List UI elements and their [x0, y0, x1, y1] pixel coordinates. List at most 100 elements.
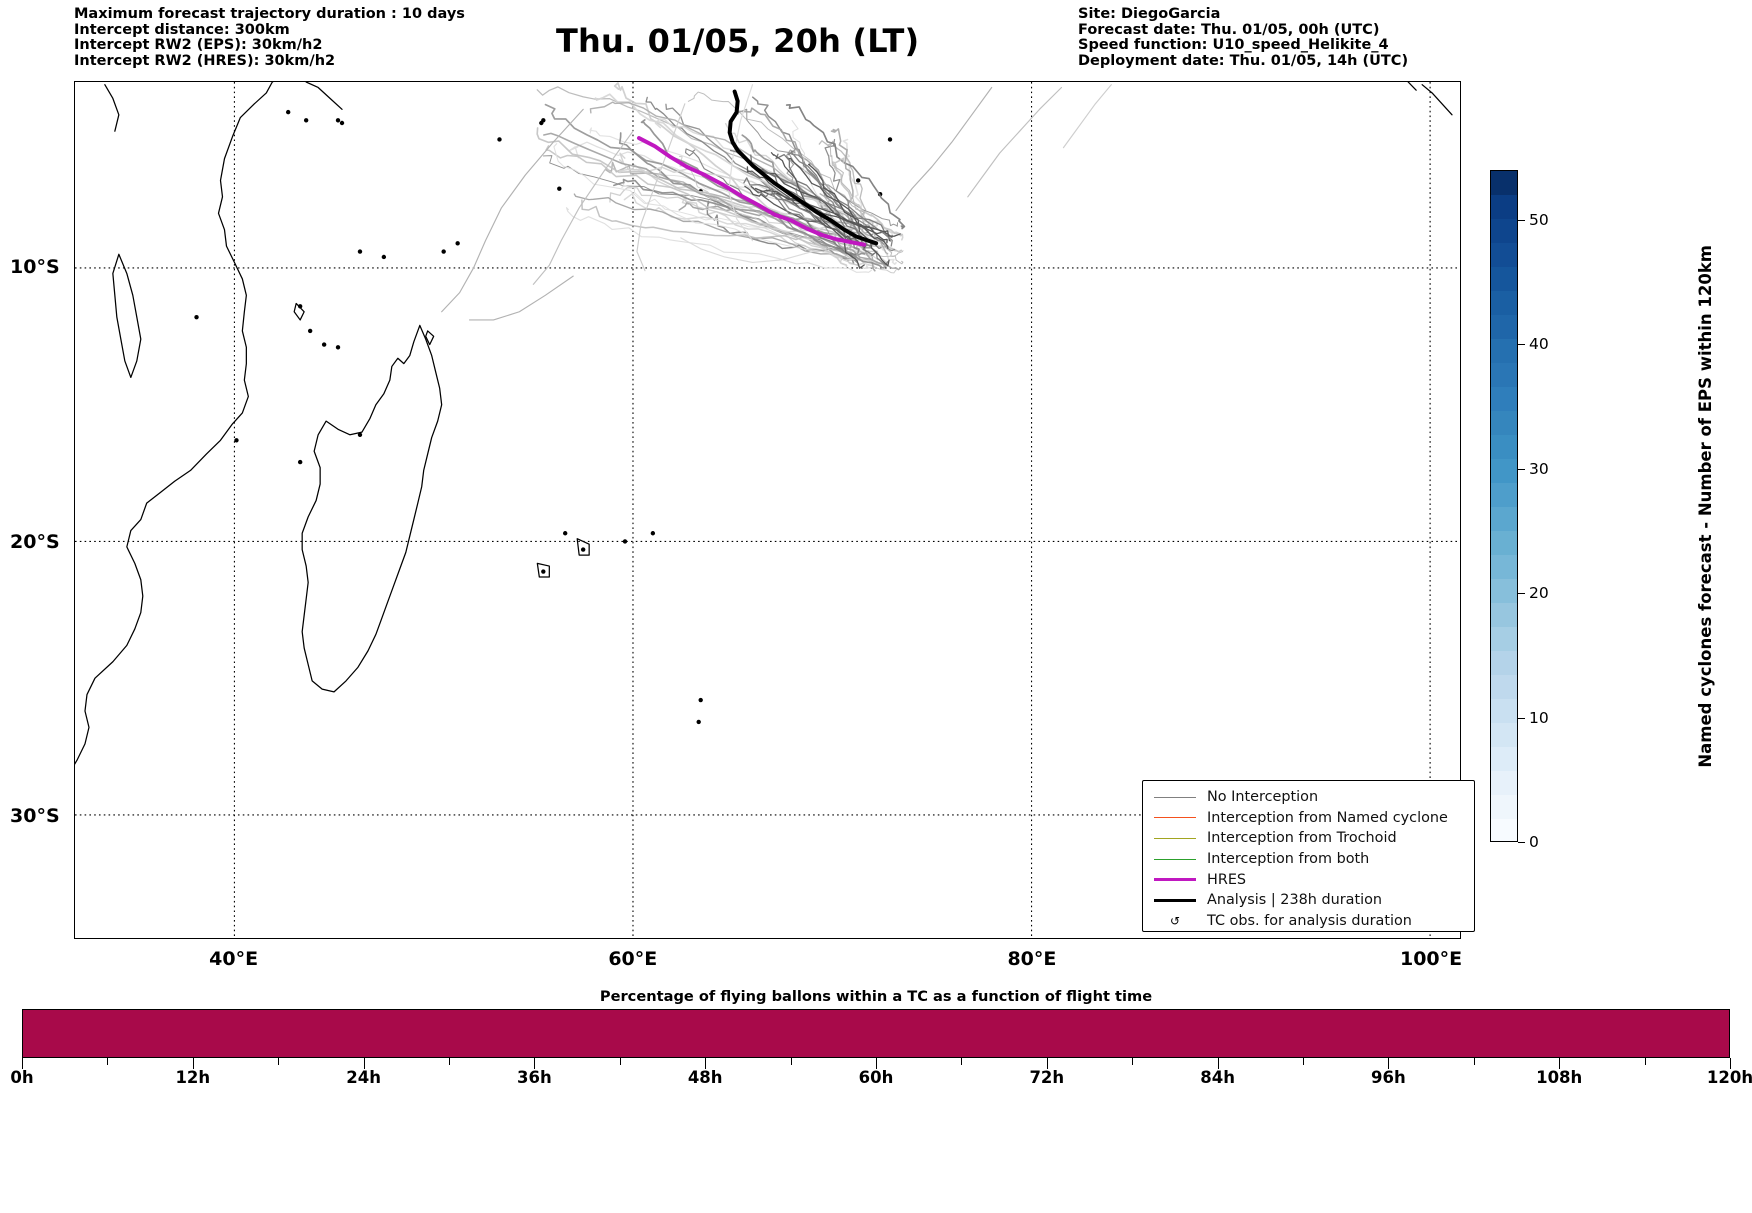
legend-swatch-4: [1151, 878, 1199, 882]
colorbar-title: Named cyclones forecast - Number of EPS …: [1692, 170, 1718, 842]
legend-item-5[interactable]: Analysis | 238h duration: [1151, 890, 1466, 911]
colorbar-tick-2: [1518, 593, 1525, 595]
header-left-info: Maximum forecast trajectory duration : 1…: [74, 6, 465, 69]
colorbar-gradient: [1490, 170, 1518, 842]
timebar-tick-label-2: 24h: [346, 1068, 381, 1087]
timebar-major-tick-6: [1046, 1058, 1048, 1069]
colorbar-segment-23: [1491, 267, 1517, 291]
header-deployment-date: Deployment date: Thu. 01/05, 14h (UTC): [1078, 52, 1409, 69]
timebar-minor-tick: [449, 1058, 450, 1065]
timebar-tick-label-4: 48h: [687, 1068, 723, 1087]
legend-item-2[interactable]: Interception from Trochoid: [1151, 828, 1466, 849]
timebar-tick-label-5: 60h: [858, 1068, 894, 1087]
legend-item-0[interactable]: No Interception: [1151, 787, 1466, 808]
eps-trajectories: [441, 82, 1112, 321]
colorbar-tick-4: [1518, 344, 1525, 346]
header-speed-function: Speed function: U10_speed_Helikite_4: [1078, 37, 1389, 54]
legend-label-3: Interception from both: [1207, 851, 1370, 868]
legend-line-swatch-5: [1154, 898, 1196, 902]
colorbar-segment-13: [1491, 507, 1517, 531]
legend-line-swatch-0: [1154, 796, 1196, 798]
timebar-major-tick-4: [705, 1058, 707, 1069]
colorbar-segment-10: [1491, 579, 1517, 603]
legend-swatch-0: [1151, 796, 1199, 798]
colorbar-segment-17: [1491, 411, 1517, 435]
x-tick-label-0: 40°E: [209, 948, 259, 970]
timebar-tick-label-7: 84h: [1200, 1068, 1235, 1087]
timebar-minor-tick: [961, 1058, 963, 1065]
tc-obs-marker-icon: ↺: [1169, 913, 1181, 928]
legend-item-6[interactable]: ↺ TC obs. for analysis duration: [1151, 911, 1466, 932]
colorbar-segment-21: [1491, 315, 1517, 339]
legend-label-0: No Interception: [1207, 789, 1319, 806]
colorbar-segment-14: [1491, 483, 1517, 507]
legend-item-1[interactable]: Interception from Named cyclone: [1151, 808, 1466, 829]
legend-item-3[interactable]: Interception from both: [1151, 849, 1466, 870]
colorbar-segment-7: [1491, 651, 1517, 675]
legend-line-swatch-3: [1154, 858, 1196, 860]
page-title: Thu. 01/05, 20h (LT): [556, 22, 920, 60]
colorbar-segment-2: [1491, 771, 1517, 795]
timebar-minor-tick: [278, 1058, 280, 1065]
timebar-fill: [22, 1009, 1730, 1058]
colorbar-tick-label-2: 20: [1529, 584, 1549, 603]
colorbar-segment-12: [1491, 531, 1517, 555]
legend-swatch-5: [1151, 898, 1199, 902]
legend-swatch-6: ↺: [1151, 915, 1199, 927]
y-tick-label-1: 20°S: [10, 530, 60, 553]
legend-label-5: Analysis | 238h duration: [1207, 892, 1383, 909]
legend-label-1: Interception from Named cyclone: [1207, 809, 1448, 826]
analysis-track: [727, 89, 879, 246]
colorbar-tick-label-4: 40: [1529, 335, 1549, 354]
colorbar-segment-8: [1491, 627, 1517, 651]
header-forecast-date: Forecast date: Thu. 01/05, 00h (UTC): [1078, 21, 1380, 38]
header-left-line-0: Maximum forecast trajectory duration : 1…: [74, 6, 465, 22]
colorbar-segment-24: [1491, 243, 1517, 267]
grid-lines: [75, 82, 1460, 938]
timebar-tick-label-3: 36h: [517, 1068, 552, 1087]
legend-line-swatch-4: [1154, 878, 1196, 882]
legend-swatch-2: [1151, 837, 1199, 839]
colorbar-segment-19: [1491, 363, 1517, 387]
colorbar-tick-1: [1518, 717, 1525, 719]
timebar-major-tick-1: [192, 1058, 194, 1069]
colorbar-tick-0: [1518, 842, 1525, 843]
legend-swatch-1: [1151, 817, 1199, 819]
timebar[interactable]: [22, 1009, 1730, 1058]
colorbar-segment-5: [1491, 699, 1517, 723]
colorbar-tick-label-1: 10: [1529, 708, 1549, 727]
colorbar-tick-label-3: 30: [1529, 459, 1549, 478]
timebar-major-tick-10: [1730, 1058, 1731, 1069]
colorbar-segment-16: [1491, 435, 1517, 459]
timebar-major-tick-3: [534, 1058, 536, 1069]
timebar-title: Percentage of flying ballons within a TC…: [599, 988, 1153, 1005]
timebar-major-tick-8: [1388, 1058, 1390, 1069]
colorbar-segment-0: [1491, 819, 1517, 841]
colorbar[interactable]: 0 10 20 30 40 50: [1490, 170, 1549, 851]
map-legend[interactable]: No Interception Interception from Named …: [1142, 780, 1475, 932]
hres-track: [636, 136, 867, 247]
timebar-tick-label-9: 108h: [1536, 1068, 1583, 1087]
x-tick-label-2: 80°E: [1007, 948, 1057, 970]
colorbar-tick-5: [1518, 219, 1525, 221]
timebar-minor-tick: [1303, 1058, 1304, 1065]
colorbar-title-text: Named cyclones forecast - Number of EPS …: [1695, 244, 1715, 768]
timebar-major-tick-0: [22, 1058, 23, 1069]
timebar-major-tick-7: [1217, 1058, 1219, 1069]
timebar-major-tick-2: [363, 1058, 365, 1069]
header-site: Site: DiegoGarcia: [1078, 6, 1221, 22]
timebar-tick-label-6: 72h: [1029, 1068, 1065, 1087]
timebar-minor-tick: [107, 1058, 109, 1065]
legend-item-4[interactable]: HRES: [1151, 869, 1466, 890]
map-panel[interactable]: [74, 81, 1461, 939]
legend-line-swatch-2: [1154, 837, 1196, 839]
map-canvas: [75, 82, 1460, 938]
colorbar-segment-15: [1491, 459, 1517, 483]
legend-label-2: Interception from Trochoid: [1207, 830, 1397, 847]
colorbar-segment-6: [1491, 675, 1517, 699]
legend-swatch-3: [1151, 858, 1199, 860]
legend-line-swatch-1: [1154, 817, 1196, 819]
colorbar-segment-26: [1491, 195, 1517, 219]
timebar-minor-tick: [1473, 1058, 1475, 1065]
colorbar-segment-4: [1491, 723, 1517, 747]
